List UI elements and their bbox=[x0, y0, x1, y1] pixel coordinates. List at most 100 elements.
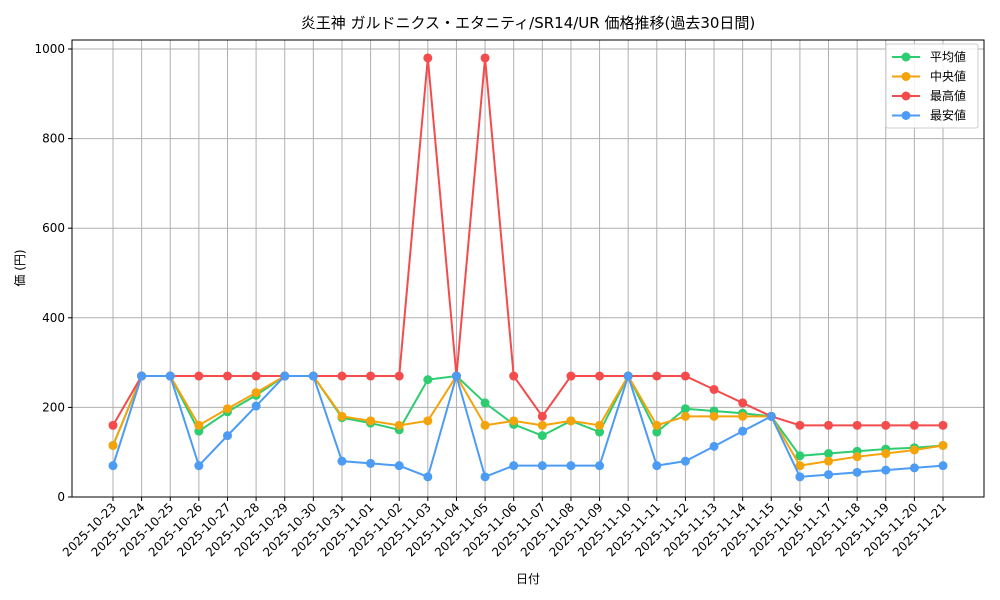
data-point bbox=[680, 371, 690, 381]
data-point bbox=[480, 472, 490, 482]
plot-frame bbox=[71, 39, 985, 498]
data-point bbox=[795, 472, 805, 482]
series-最高値 bbox=[108, 53, 948, 430]
data-point bbox=[824, 470, 834, 480]
svg-text:最高値: 最高値 bbox=[930, 88, 966, 103]
data-point bbox=[537, 461, 547, 471]
data-point bbox=[595, 461, 605, 471]
data-point bbox=[709, 441, 719, 451]
data-point bbox=[881, 449, 891, 459]
y-axis-ticks: 0 200 400 600 800 1000 bbox=[34, 42, 72, 504]
data-point bbox=[222, 371, 232, 381]
y-tick-label: 600 bbox=[42, 221, 65, 235]
data-point bbox=[795, 451, 805, 461]
data-point bbox=[852, 420, 862, 430]
data-point bbox=[766, 411, 776, 421]
data-point bbox=[137, 371, 147, 381]
data-point bbox=[652, 461, 662, 471]
data-point bbox=[423, 472, 433, 482]
data-point bbox=[881, 420, 891, 430]
x-axis-label: 日付 bbox=[516, 572, 540, 586]
data-point bbox=[824, 456, 834, 466]
data-point bbox=[566, 461, 576, 471]
data-point bbox=[480, 420, 490, 430]
data-point bbox=[222, 431, 232, 441]
data-point bbox=[680, 404, 690, 414]
data-point bbox=[451, 371, 461, 381]
data-point bbox=[194, 461, 204, 471]
chart-title: 炎王神 ガルドニクス・エタニティ/SR14/UR 価格推移(過去30日間) bbox=[301, 14, 756, 32]
data-point bbox=[909, 463, 919, 473]
legend-item: 最安値 bbox=[892, 108, 966, 123]
series-最安値 bbox=[108, 371, 948, 482]
data-point bbox=[824, 420, 834, 430]
data-point bbox=[680, 456, 690, 466]
data-point bbox=[537, 420, 547, 430]
data-point bbox=[566, 416, 576, 426]
data-point bbox=[194, 420, 204, 430]
data-point bbox=[394, 420, 404, 430]
data-point bbox=[566, 371, 576, 381]
data-point bbox=[537, 431, 547, 441]
data-point bbox=[509, 416, 519, 426]
data-point bbox=[222, 404, 232, 414]
data-point bbox=[909, 445, 919, 455]
data-point bbox=[909, 420, 919, 430]
data-point bbox=[251, 388, 261, 398]
data-point bbox=[652, 427, 662, 437]
data-point bbox=[709, 384, 719, 394]
data-point bbox=[595, 371, 605, 381]
y-tick-label: 0 bbox=[57, 490, 65, 504]
grid bbox=[72, 40, 984, 498]
x-axis-ticks: 2025-10-232025-10-242025-10-252025-10-26… bbox=[60, 497, 949, 559]
data-point bbox=[824, 449, 834, 459]
data-point bbox=[366, 458, 376, 468]
data-point bbox=[251, 401, 261, 411]
data-point bbox=[680, 411, 690, 421]
data-point bbox=[366, 371, 376, 381]
legend-item: 平均値 bbox=[892, 49, 966, 64]
data-point bbox=[394, 461, 404, 471]
data-point bbox=[795, 461, 805, 471]
svg-text:中央値: 中央値 bbox=[930, 69, 966, 84]
data-point bbox=[165, 371, 175, 381]
data-point bbox=[938, 440, 948, 450]
data-point bbox=[623, 371, 633, 381]
y-tick-label: 800 bbox=[42, 132, 65, 146]
data-point bbox=[738, 398, 748, 408]
data-point bbox=[394, 371, 404, 381]
data-point bbox=[738, 411, 748, 421]
data-point bbox=[108, 461, 118, 471]
data-point bbox=[423, 53, 433, 63]
legend-box bbox=[885, 43, 979, 129]
data-point bbox=[537, 411, 547, 421]
data-point bbox=[938, 461, 948, 471]
data-point bbox=[337, 411, 347, 421]
data-point bbox=[337, 371, 347, 381]
y-tick-label: 1000 bbox=[34, 42, 65, 56]
svg-text:平均値: 平均値 bbox=[930, 49, 966, 64]
y-axis-label: 価 (円) bbox=[13, 249, 27, 286]
data-point bbox=[509, 461, 519, 471]
data-point bbox=[852, 467, 862, 477]
series-lines bbox=[108, 53, 948, 482]
y-tick-label: 400 bbox=[42, 311, 65, 325]
data-point bbox=[795, 420, 805, 430]
series-平均値 bbox=[108, 371, 948, 461]
data-point bbox=[652, 420, 662, 430]
data-point bbox=[881, 465, 891, 475]
series-中央値 bbox=[108, 371, 948, 471]
data-point bbox=[423, 375, 433, 385]
data-point bbox=[108, 420, 118, 430]
data-point bbox=[709, 411, 719, 421]
data-point bbox=[480, 398, 490, 408]
data-point bbox=[595, 420, 605, 430]
data-point bbox=[938, 420, 948, 430]
data-point bbox=[337, 456, 347, 466]
data-point bbox=[738, 426, 748, 436]
data-point bbox=[366, 416, 376, 426]
data-point bbox=[852, 452, 862, 462]
data-point bbox=[194, 371, 204, 381]
